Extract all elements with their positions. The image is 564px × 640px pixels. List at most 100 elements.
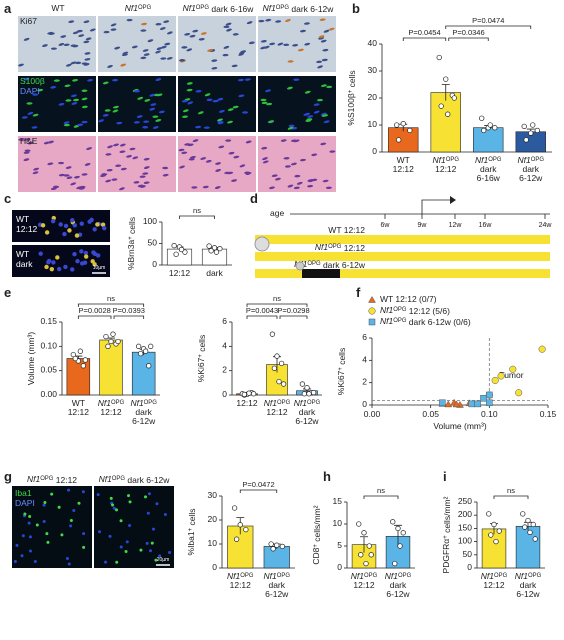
light-bar xyxy=(255,269,550,278)
x-tick-label: dark xyxy=(390,580,407,590)
data-point xyxy=(438,103,444,109)
cell xyxy=(72,31,79,35)
cell xyxy=(285,19,291,22)
arrow-head xyxy=(450,196,456,204)
data-point xyxy=(105,343,111,349)
data-point xyxy=(515,389,523,397)
cell xyxy=(65,99,72,102)
cell xyxy=(24,149,31,152)
cell xyxy=(313,103,320,106)
y-tick-label: 0 xyxy=(337,562,342,572)
cell xyxy=(74,233,80,238)
data-point xyxy=(522,524,528,530)
cell xyxy=(58,102,65,106)
cell xyxy=(83,20,90,24)
cell xyxy=(65,556,69,560)
data-point xyxy=(274,542,280,548)
y-tick-label: 6 xyxy=(362,332,367,342)
x-tick-label: dark xyxy=(206,268,223,278)
legend-label: WT 12:12 (0/7) xyxy=(380,294,437,304)
cell xyxy=(211,59,218,62)
cell xyxy=(81,97,88,101)
data-point xyxy=(486,511,492,517)
y-tick-label: 15 xyxy=(333,496,343,506)
cell xyxy=(42,44,48,47)
cell xyxy=(95,253,101,258)
y-tick-label: 10 xyxy=(333,518,343,528)
x-tick-label: dark xyxy=(480,164,497,174)
cell xyxy=(198,38,205,41)
micrograph xyxy=(12,486,92,568)
data-point xyxy=(306,391,312,397)
age-tick-label: 24w xyxy=(539,222,553,229)
data-point xyxy=(487,122,493,128)
cell xyxy=(222,53,229,57)
data-point xyxy=(407,127,413,134)
axis-label: age xyxy=(270,208,284,218)
x-tick-label: dark xyxy=(268,580,285,590)
cell xyxy=(81,105,88,109)
data-point xyxy=(206,243,212,249)
cell xyxy=(23,37,30,41)
x-tick-label: Nf1OPG xyxy=(264,398,291,408)
cell xyxy=(81,62,88,65)
cell xyxy=(143,166,150,169)
cell xyxy=(320,142,327,146)
bar xyxy=(263,546,290,569)
stain-label: DAPI xyxy=(15,498,35,508)
cell xyxy=(159,27,166,30)
data-point xyxy=(530,122,536,128)
x-tick-label: 6-12w xyxy=(265,589,289,599)
start-arrow xyxy=(421,199,450,214)
cell xyxy=(156,47,163,51)
cell xyxy=(67,488,71,492)
cell xyxy=(321,58,328,62)
cell xyxy=(83,40,90,44)
x-tick-label: dark xyxy=(522,164,539,174)
cell xyxy=(178,148,185,152)
data-point xyxy=(520,511,526,517)
cell xyxy=(268,120,275,123)
x-tick-label: 6-12w xyxy=(295,416,319,426)
annotation: ns xyxy=(193,206,201,215)
cell xyxy=(307,115,314,118)
y-tick-label: 0 xyxy=(212,562,217,572)
panel-label: b xyxy=(352,1,360,16)
x-tick-label: 0.15 xyxy=(540,409,557,419)
annotation: ns xyxy=(507,486,515,495)
x-tick-label: 6-12w xyxy=(519,173,543,183)
cell xyxy=(50,47,57,50)
cell xyxy=(186,88,193,92)
panel-label: g xyxy=(4,469,12,484)
cell xyxy=(67,228,72,233)
x-tick-label: 12:12 xyxy=(230,580,252,590)
cell xyxy=(322,114,329,117)
cell xyxy=(129,147,136,151)
cell xyxy=(283,43,290,47)
cell xyxy=(105,153,112,156)
data-point xyxy=(250,391,257,397)
age-tick-label: 16w xyxy=(479,222,493,229)
x-tick-label: Nf1OPG xyxy=(518,155,545,165)
cell xyxy=(47,162,54,166)
cell xyxy=(103,30,110,34)
data-point xyxy=(486,391,493,399)
cell xyxy=(65,166,72,169)
data-point xyxy=(493,538,499,545)
data-point xyxy=(304,385,310,391)
data-point xyxy=(392,560,398,567)
y-axis-label: %Iba1+ cells xyxy=(186,509,197,556)
cell xyxy=(72,251,77,257)
cell xyxy=(212,99,219,103)
cell xyxy=(37,88,44,92)
x-tick-label: Nf1OPG xyxy=(227,571,254,581)
data-point xyxy=(481,127,487,134)
data-point xyxy=(231,505,238,511)
cell xyxy=(261,146,268,150)
cell xyxy=(43,501,47,505)
column-label: WT xyxy=(51,3,64,13)
bar xyxy=(430,92,461,153)
cell xyxy=(260,98,267,102)
cell xyxy=(32,171,39,175)
cell xyxy=(303,113,310,116)
